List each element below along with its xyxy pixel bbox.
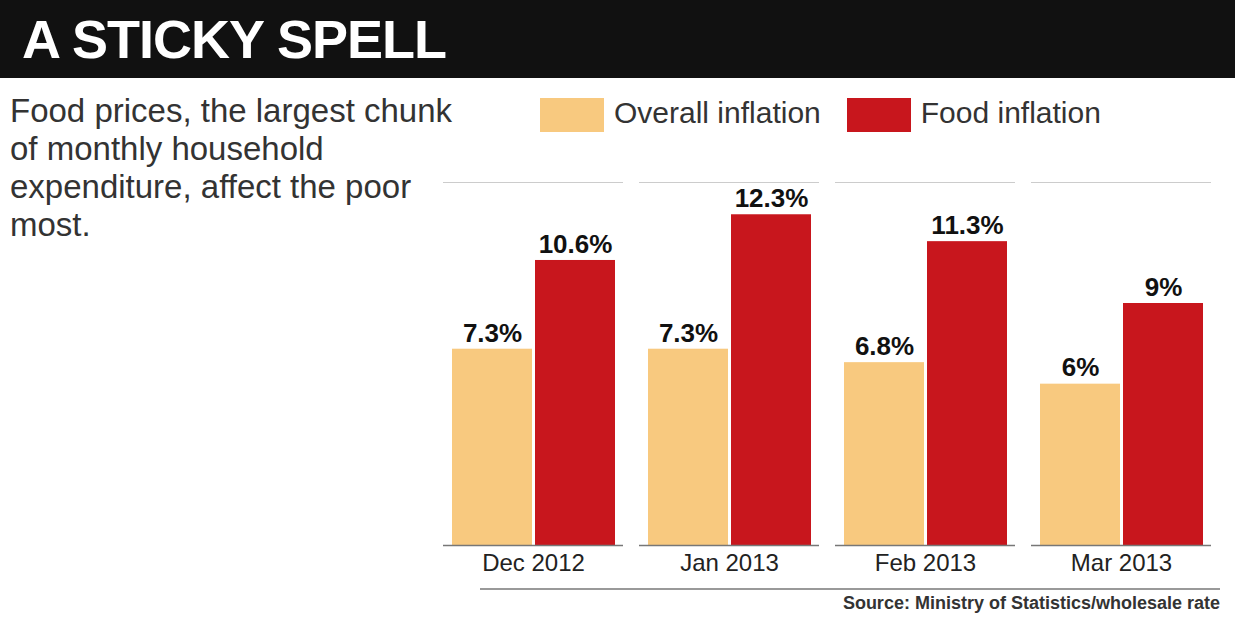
svg-text:7.3%: 7.3% (463, 318, 522, 348)
html-text:Overall inflation: Overall inflation (614, 96, 821, 129)
html-text:A STICKY SPELL: A STICKY SPELL (22, 9, 447, 69)
html-text:Source: Ministry of Statistics: Source: Ministry of Statistics/wholesale… (842, 593, 1220, 613)
svg-text:Mar 2013: Mar 2013 (1071, 549, 1172, 576)
svg-text:10.6%: 10.6% (539, 229, 613, 259)
svg-text:Dec 2012: Dec 2012 (482, 549, 585, 576)
svg-text:Feb 2013: Feb 2013 (875, 549, 976, 576)
svg-text:11.3%: 11.3% (931, 210, 1003, 240)
svg-text:Jan 2013: Jan 2013 (680, 549, 779, 576)
html-text:Food prices, the largest chunk: Food prices, the largest chunk of monthl… (10, 92, 453, 243)
svg-text:7.3%: 7.3% (659, 318, 718, 348)
html-text:Food inflation: Food inflation (920, 96, 1101, 129)
svg-text:9%: 9% (1145, 272, 1183, 302)
svg-text:12.3%: 12.3% (735, 183, 809, 213)
svg-text:6.8%: 6.8% (855, 331, 914, 361)
svg-text:6%: 6% (1062, 352, 1100, 382)
